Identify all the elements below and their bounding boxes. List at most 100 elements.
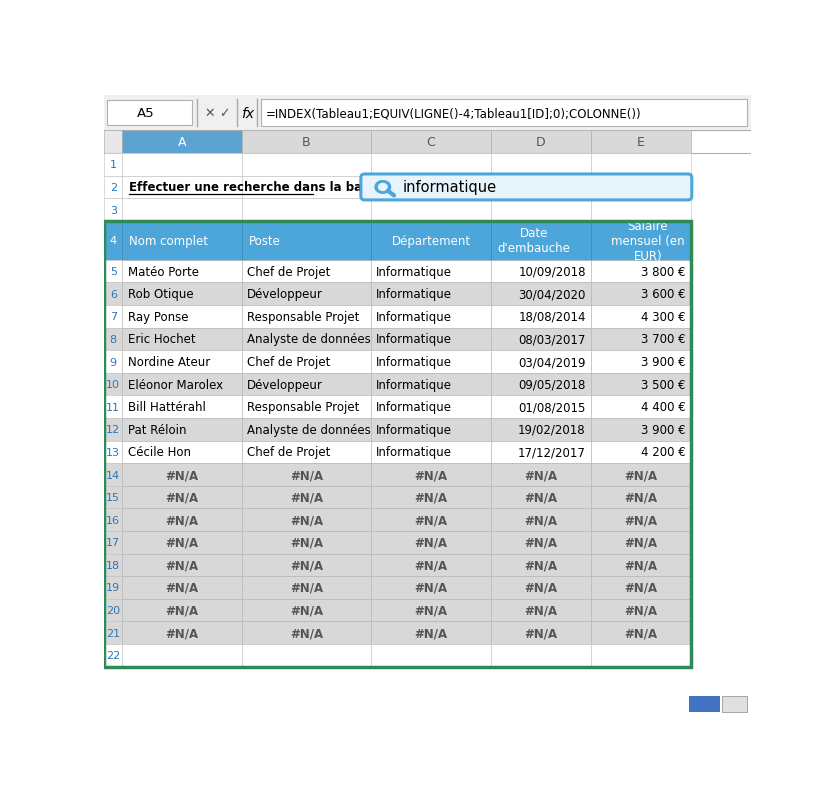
Bar [123, 509, 242, 532]
Bar [242, 351, 371, 373]
Text: #N/A: #N/A [290, 559, 323, 572]
Bar [490, 599, 591, 622]
Bar [104, 554, 123, 577]
Bar [591, 396, 691, 418]
Text: Informatique: Informatique [376, 288, 452, 301]
Bar [490, 577, 591, 599]
Bar [104, 306, 123, 328]
Text: 3 900 €: 3 900 € [641, 423, 686, 436]
Polygon shape [379, 184, 387, 191]
Bar [591, 351, 691, 373]
Text: 1: 1 [110, 160, 117, 170]
Bar [123, 306, 242, 328]
Bar [242, 599, 371, 622]
Bar [104, 328, 123, 351]
Bar [261, 100, 747, 127]
Text: #N/A: #N/A [525, 559, 557, 572]
Text: 3 800 €: 3 800 € [641, 265, 686, 279]
Text: #N/A: #N/A [625, 491, 657, 504]
Text: #N/A: #N/A [166, 491, 198, 504]
Text: Analyste de données: Analyste de données [247, 423, 371, 436]
Text: #N/A: #N/A [290, 581, 323, 594]
Bar [490, 130, 591, 154]
Bar [242, 509, 371, 532]
Bar [242, 328, 371, 351]
Bar [242, 222, 371, 260]
Text: 4 200 €: 4 200 € [641, 446, 686, 459]
Bar [123, 644, 242, 666]
Text: Cécile Hon: Cécile Hon [128, 446, 190, 459]
Text: #N/A: #N/A [625, 536, 657, 549]
Text: 21: 21 [106, 628, 120, 638]
Text: Département: Département [391, 234, 470, 247]
Bar [490, 441, 591, 463]
Bar [123, 622, 242, 644]
Text: 08/03/2017: 08/03/2017 [519, 333, 585, 346]
Bar [104, 441, 123, 463]
Bar [123, 577, 242, 599]
Bar [104, 222, 691, 666]
Bar [104, 532, 123, 554]
Text: B: B [302, 136, 311, 149]
Bar [242, 306, 371, 328]
Text: 09/05/2018: 09/05/2018 [519, 378, 585, 391]
Bar [490, 622, 591, 644]
Text: Informatique: Informatique [376, 423, 452, 436]
Bar [104, 351, 123, 373]
Text: A5: A5 [137, 107, 154, 120]
Text: Informatique: Informatique [376, 265, 452, 279]
Text: 6: 6 [110, 289, 117, 300]
Bar [490, 509, 591, 532]
Text: 19: 19 [106, 583, 120, 593]
Text: Responsable Projet: Responsable Projet [247, 311, 359, 324]
Bar [242, 260, 371, 283]
Bar [242, 177, 371, 199]
Bar [591, 577, 691, 599]
Text: 4: 4 [110, 236, 117, 246]
Bar [490, 260, 591, 283]
Text: 20: 20 [106, 605, 120, 615]
Text: #N/A: #N/A [414, 536, 448, 549]
Text: Informatique: Informatique [376, 311, 452, 324]
Bar [104, 222, 123, 260]
Text: 9: 9 [110, 357, 117, 367]
Text: informatique: informatique [402, 180, 496, 195]
Bar [371, 622, 490, 644]
Text: D: D [536, 136, 545, 149]
Bar [242, 577, 371, 599]
Bar [123, 554, 242, 577]
Bar [371, 260, 490, 283]
Text: 16: 16 [106, 515, 120, 525]
Bar [591, 260, 691, 283]
Text: Bill Hattérahl: Bill Hattérahl [128, 401, 205, 414]
Bar [104, 283, 123, 306]
Bar [591, 130, 691, 154]
Text: Responsable Projet: Responsable Projet [247, 401, 359, 414]
Bar [104, 396, 123, 418]
Bar [371, 577, 490, 599]
Bar [371, 532, 490, 554]
Bar [490, 554, 591, 577]
Text: #N/A: #N/A [525, 514, 557, 527]
Bar [104, 177, 123, 199]
Text: ✕: ✕ [204, 107, 215, 120]
Bar [123, 260, 242, 283]
Bar [371, 463, 490, 486]
Bar [371, 373, 490, 396]
Text: Informatique: Informatique [376, 401, 452, 414]
Text: Développeur: Développeur [247, 378, 323, 391]
Bar [591, 441, 691, 463]
Bar [242, 396, 371, 418]
Text: #N/A: #N/A [166, 514, 198, 527]
Text: Informatique: Informatique [376, 446, 452, 459]
Bar [371, 154, 490, 177]
Bar [371, 328, 490, 351]
Text: #N/A: #N/A [414, 559, 448, 572]
Text: 22: 22 [106, 650, 120, 660]
Text: #N/A: #N/A [625, 581, 657, 594]
Bar [242, 283, 371, 306]
Bar [242, 441, 371, 463]
Text: 10/09/2018: 10/09/2018 [518, 265, 585, 279]
Bar [490, 418, 591, 441]
Bar [371, 283, 490, 306]
